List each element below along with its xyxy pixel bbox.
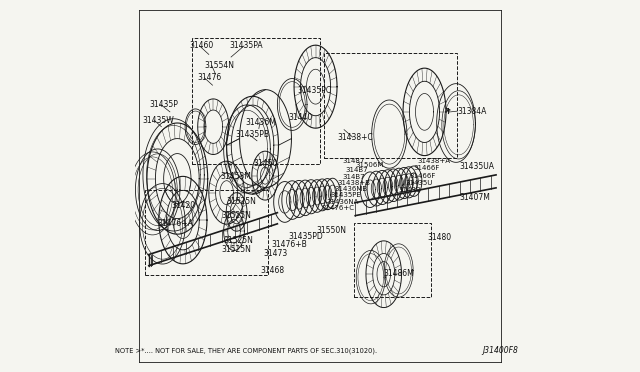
- Text: 31436M: 31436M: [245, 118, 276, 127]
- Text: 31436NA: 31436NA: [326, 199, 359, 205]
- Text: 31480: 31480: [428, 233, 452, 243]
- Text: 31453M: 31453M: [220, 172, 251, 181]
- Text: 31476: 31476: [198, 73, 222, 82]
- Text: 31435PC: 31435PC: [297, 86, 331, 95]
- Bar: [145, 190, 268, 275]
- Text: 314B7: 314B7: [345, 167, 368, 173]
- Text: 31435PA: 31435PA: [229, 41, 263, 51]
- Text: 31384A: 31384A: [457, 107, 486, 116]
- Text: 31466F: 31466F: [413, 165, 440, 171]
- Bar: [324, 52, 457, 158]
- Text: 31435PE: 31435PE: [330, 192, 361, 198]
- Text: 31468: 31468: [260, 266, 285, 275]
- Text: 31420: 31420: [172, 201, 196, 210]
- Text: 31435U: 31435U: [405, 180, 433, 186]
- Text: 31525N: 31525N: [227, 197, 257, 206]
- Text: 31466F: 31466F: [410, 173, 436, 179]
- Text: 31554N: 31554N: [204, 61, 234, 70]
- Text: 3143B: 3143B: [399, 187, 421, 193]
- Text: 31525N: 31525N: [222, 245, 252, 254]
- Text: 31525N: 31525N: [222, 211, 252, 220]
- Text: 31435W: 31435W: [143, 116, 175, 125]
- Bar: [354, 223, 431, 297]
- Text: 31476+C: 31476+C: [322, 205, 355, 211]
- Text: 31476+B: 31476+B: [271, 240, 307, 249]
- Text: 31487: 31487: [342, 158, 365, 164]
- Text: 314B7: 314B7: [342, 174, 365, 180]
- Text: NOTE >*.... NOT FOR SALE, THEY ARE COMPONENT PARTS OF SEC.310(31020).: NOTE >*.... NOT FOR SALE, THEY ARE COMPO…: [115, 348, 377, 354]
- Text: 31440: 31440: [289, 113, 313, 122]
- Text: 31407M: 31407M: [459, 193, 490, 202]
- Text: J31400F8: J31400F8: [483, 346, 518, 355]
- Text: 31435P: 31435P: [150, 100, 179, 109]
- Text: 31460: 31460: [189, 41, 214, 51]
- Text: 31436MB: 31436MB: [334, 186, 367, 192]
- Bar: [192, 38, 320, 164]
- Text: 31435UA: 31435UA: [459, 162, 494, 171]
- Text: 31506M: 31506M: [355, 161, 383, 167]
- Text: 31438+A: 31438+A: [417, 158, 450, 164]
- Text: 31476+A: 31476+A: [157, 219, 193, 228]
- Text: 31525N: 31525N: [223, 236, 253, 246]
- Text: 31473: 31473: [264, 249, 288, 258]
- Text: 31438+C: 31438+C: [338, 132, 374, 142]
- Text: 31486M: 31486M: [384, 269, 415, 278]
- Text: 31438+B: 31438+B: [338, 180, 371, 186]
- Text: 31435PD: 31435PD: [289, 231, 323, 241]
- Text: 31550N: 31550N: [316, 226, 346, 235]
- Text: 31450: 31450: [253, 159, 278, 168]
- Text: 31435PB: 31435PB: [236, 130, 269, 140]
